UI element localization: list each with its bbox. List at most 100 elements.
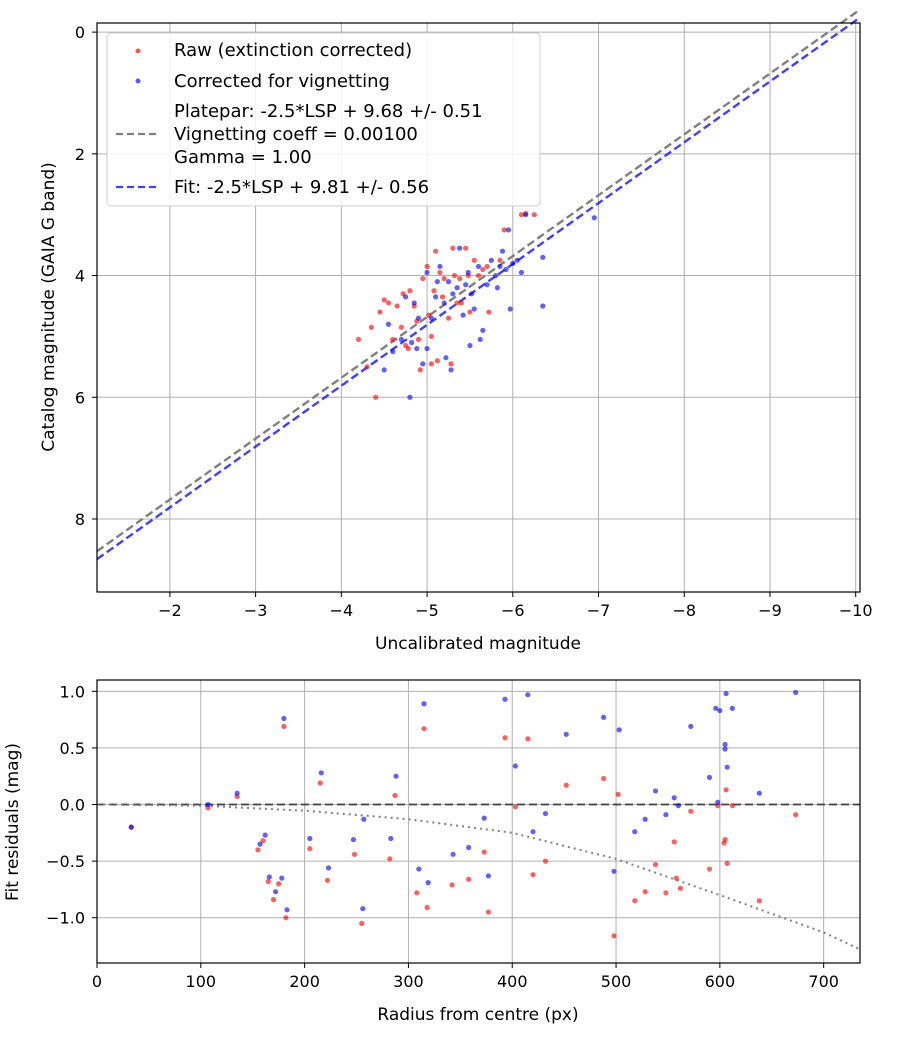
- top-panel: −2 −3 −4 −5 −6 −7 −8 −9 −10 0 2 4 6 8 Uncalibrated m…: [39, 8, 873, 654]
- top-corrected-point: [503, 266, 509, 273]
- bottom-plot-area: [97, 680, 860, 963]
- bottom-raw-point: [677, 885, 684, 891]
- top-corrected-point: [469, 291, 475, 297]
- top-y-tick-label: 8: [75, 510, 85, 529]
- bottom-corrected-point: [234, 790, 240, 796]
- top-raw-point: [405, 345, 411, 352]
- bottom-lines: [96, 803, 861, 951]
- bottom-corrected-point: [724, 764, 730, 770]
- bottom-raw-point: [642, 889, 648, 895]
- top-corrected-point: [460, 312, 466, 318]
- bottom-x-tick-label: 500: [601, 972, 632, 991]
- top-corrected-point: [463, 282, 469, 288]
- top-corrected-point: [403, 294, 409, 300]
- bottom-raw-point: [502, 735, 508, 741]
- bottom-corrected-point: [421, 701, 427, 707]
- top-corrected-point: [523, 212, 529, 218]
- bottom-grid: [96, 680, 860, 963]
- legend-raw-label: Raw (extinction corrected): [174, 40, 412, 61]
- top-raw-point: [454, 300, 460, 306]
- bottom-corrected-point: [284, 907, 290, 913]
- bottom-raw-point: [359, 920, 365, 926]
- bottom-corrected-point: [722, 741, 728, 748]
- bottom-corrected-point: [632, 829, 638, 835]
- top-raw-point: [381, 297, 387, 303]
- bottom-panel: 0 100 200 300 400 500 600 700 −1.0 −0.5 0.0 0.5 1.0…: [3, 679, 861, 1025]
- bottom-raw-point: [723, 787, 729, 793]
- top-corrected-point: [467, 342, 473, 349]
- bottom-corrected-point: [425, 880, 431, 886]
- bottom-corrected-point: [257, 841, 263, 847]
- bottom-raw-point: [600, 775, 607, 782]
- bottom-corrected-point: [485, 873, 491, 879]
- bottom-corrected-point: [722, 746, 728, 752]
- top-raw-point: [434, 358, 440, 364]
- legend-fit-label: Fit: -2.5*LSP + 9.81 +/- 0.56: [174, 177, 429, 198]
- top-y-ticks: 0 2 4 6 8: [75, 23, 97, 529]
- bottom-y-tick-label: −0.5: [46, 852, 85, 871]
- bottom-raw-point: [351, 851, 358, 857]
- top-corrected-point: [471, 306, 477, 312]
- bottom-raw-point: [530, 872, 536, 878]
- bottom-corrected-point: [325, 865, 332, 871]
- bottom-corrected-point: [793, 689, 799, 696]
- top-raw-point: [407, 288, 413, 294]
- bottom-corrected-point: [307, 835, 313, 842]
- top-corrected-point: [415, 315, 422, 321]
- bottom-raw-point: [307, 846, 313, 852]
- bottom-corrected-point: [671, 795, 677, 801]
- top-corrected-point: [497, 263, 503, 270]
- top-raw-point: [431, 288, 437, 294]
- top-raw-point: [451, 272, 458, 279]
- bottom-corrected-point: [706, 774, 713, 780]
- bottom-raw-point: [563, 782, 569, 788]
- bottom-corrected-point: [266, 874, 272, 880]
- top-corrected-point: [385, 321, 392, 327]
- top-raw-point: [441, 275, 447, 282]
- top-corrected-point: [390, 349, 396, 355]
- bottom-y-axis-label: Fit residuals (mag): [3, 743, 23, 901]
- top-y-tick-label: 2: [75, 145, 85, 164]
- bottom-raw-point: [317, 780, 323, 786]
- top-corrected-point: [518, 269, 524, 276]
- bottom-raw-point: [466, 876, 472, 882]
- bottom-raw-point: [414, 890, 420, 896]
- bottom-corrected-point: [663, 812, 669, 818]
- bottom-raw-point: [281, 723, 287, 730]
- bottom-corrected-point: [642, 816, 648, 822]
- bottom-raw-point: [663, 890, 669, 896]
- bottom-y-tick-label: 0.5: [60, 739, 85, 758]
- bottom-corrected-point: [450, 851, 456, 857]
- bottom-raw-point: [615, 791, 621, 797]
- bottom-raw-point: [485, 909, 491, 915]
- bottom-points: [128, 689, 799, 939]
- bottom-raw-point: [542, 858, 549, 864]
- top-corrected-point: [441, 300, 447, 306]
- top-corrected-point: [499, 248, 506, 254]
- legend-platepar-line2: Vignetting coeff = 0.00100: [174, 124, 418, 145]
- bottom-corrected-point: [361, 816, 367, 822]
- top-corrected-point: [475, 263, 482, 270]
- top-raw-point: [531, 212, 537, 218]
- top-x-tick-label: −3: [244, 601, 268, 620]
- top-corrected-point: [411, 300, 417, 306]
- top-raw-point: [457, 275, 463, 282]
- top-raw-point: [377, 309, 383, 315]
- top-raw-point: [463, 245, 469, 251]
- top-raw-point: [480, 266, 486, 273]
- top-raw-point: [355, 336, 362, 343]
- bottom-y-tick-label: −1.0: [46, 909, 85, 928]
- bottom-corrected-point: [466, 844, 472, 851]
- top-corrected-point: [428, 315, 434, 321]
- top-points: [355, 210, 597, 400]
- top-corrected-point: [398, 336, 404, 343]
- bottom-corrected-point: [502, 696, 508, 702]
- legend-corrected-marker: [135, 78, 141, 84]
- top-x-tick-label: −10: [839, 601, 873, 620]
- top-corrected-point: [488, 257, 494, 263]
- bottom-raw-point: [652, 861, 659, 868]
- top-corrected-point: [591, 215, 597, 221]
- bottom-x-tick-label: 100: [186, 972, 217, 991]
- bottom-corrected-point: [318, 770, 324, 776]
- top-corrected-point: [381, 367, 387, 373]
